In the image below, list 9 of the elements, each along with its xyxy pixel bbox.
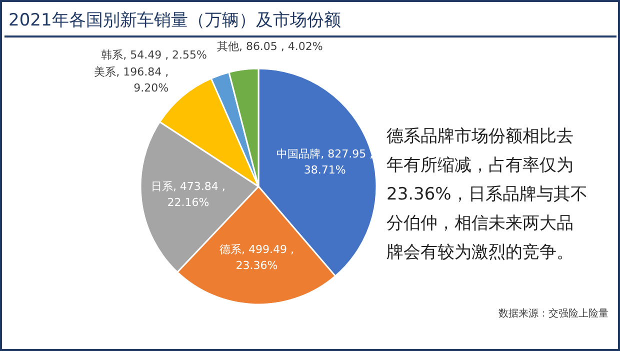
source-note: 数据来源：交强险上险量: [498, 308, 608, 320]
text: 德系品牌市场份额相比去年有所缩减，占有率仅为23.36%，日系品牌与其不分伯仲，相信未来两大品牌会有较为激烈的竞争。: [386, 126, 588, 262]
chart-title: 2021年各国别新车销量（万辆）及市场份额: [8, 10, 341, 30]
slice-label: 日系, 473.84 , 22.16%: [150, 180, 226, 210]
slice-label: 美系, 196.84 , 9.20%: [94, 66, 169, 95]
slice-label: 其他, 86.05 , 4.02%: [216, 40, 323, 53]
slice-label: 韩系, 54.49 , 2.55%: [101, 48, 208, 62]
slice-label: 中国品牌, 827.95 , 38.71%: [276, 147, 374, 176]
slice-label: 德系, 499.49 , 23.36%: [220, 242, 294, 272]
